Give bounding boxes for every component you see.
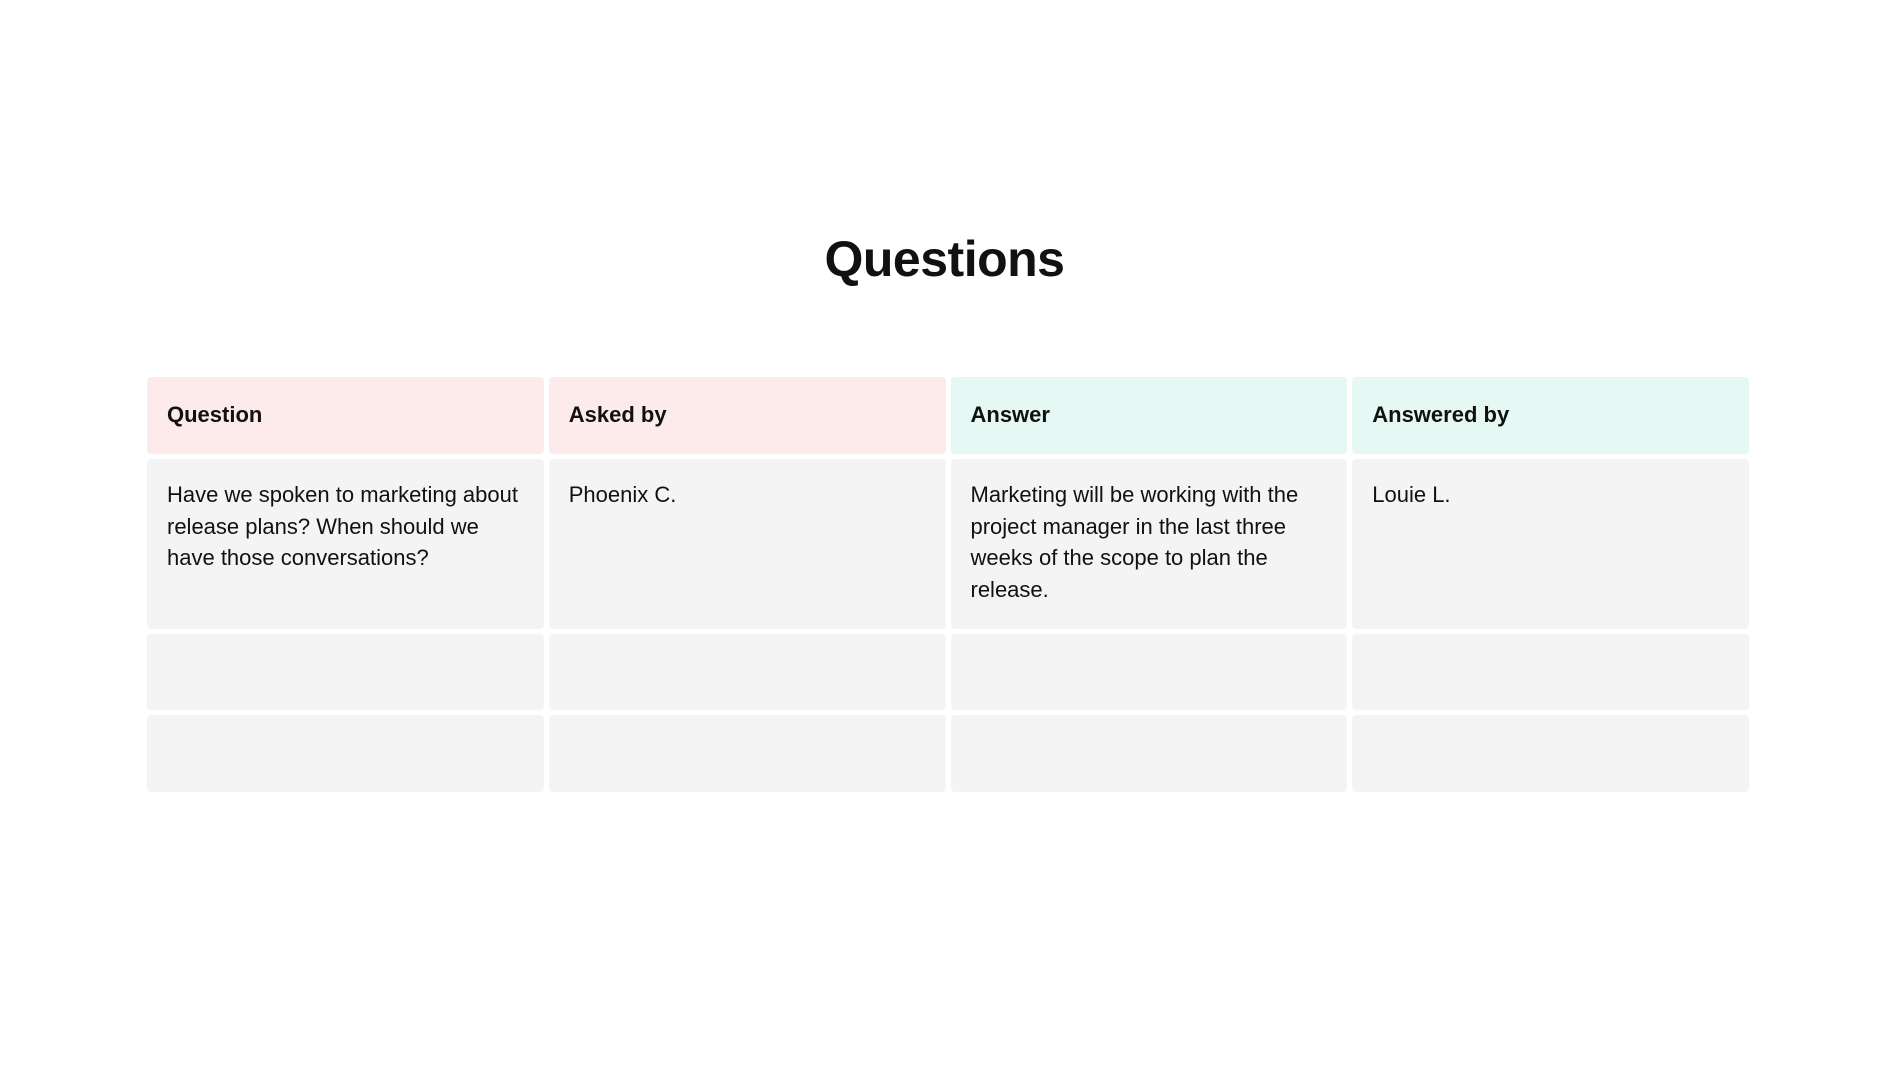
table-cell-answer[interactable]: Marketing will be working with the proje… [950, 459, 1348, 629]
header-asked-by: Asked by [548, 377, 946, 454]
questions-table: Question Asked by Answer Answered by Hav… [147, 377, 1749, 792]
table-cell-question[interactable] [147, 715, 544, 792]
table-cell-answer[interactable] [950, 634, 1348, 710]
table-cell-asked-by[interactable] [548, 634, 946, 710]
header-question: Question [147, 377, 544, 454]
page-title: Questions [824, 231, 1065, 287]
table-cell-asked-by[interactable] [548, 715, 946, 792]
table-cell-answered-by[interactable]: Louie L. [1352, 459, 1749, 629]
table-cell-answer[interactable] [950, 715, 1348, 792]
table-cell-question[interactable] [147, 634, 544, 710]
table-cell-answered-by[interactable] [1352, 634, 1749, 710]
table-cell-asked-by[interactable]: Phoenix C. [548, 459, 946, 629]
table-cell-answered-by[interactable] [1352, 715, 1749, 792]
header-answer: Answer [950, 377, 1348, 454]
table-cell-question[interactable]: Have we spoken to marketing about releas… [147, 459, 544, 629]
header-answered-by: Answered by [1352, 377, 1749, 454]
